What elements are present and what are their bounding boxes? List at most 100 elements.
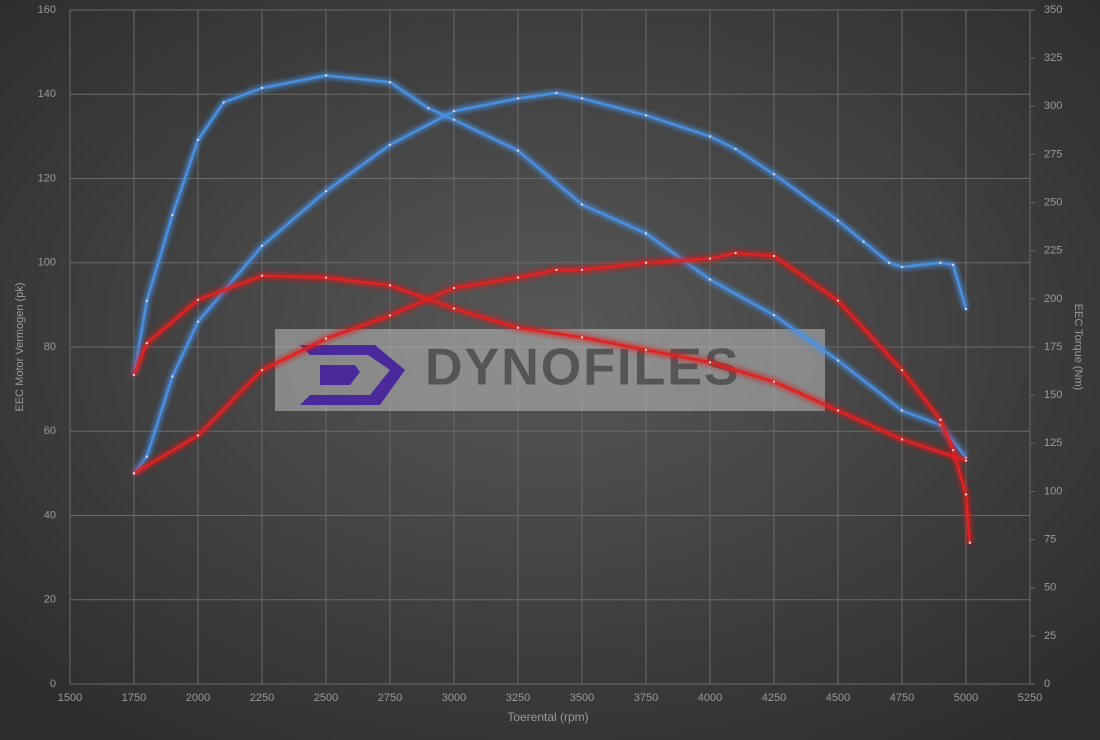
y2-tick-label: 175 (1044, 341, 1062, 353)
point-dot (324, 337, 328, 340)
point-dot (644, 114, 648, 117)
point-dot (900, 368, 904, 372)
point-dot (964, 493, 968, 496)
point-dot (260, 86, 264, 90)
x-tick-label: 4250 (762, 692, 786, 704)
point-dot (452, 118, 456, 121)
y-axis-label: EEC Motor Vermogen (pk) (14, 283, 26, 412)
y-tick-label: 160 (38, 4, 56, 16)
x-tick-label: 5000 (954, 692, 978, 704)
point-dot (836, 359, 840, 362)
point-dot (324, 189, 328, 193)
point-dot (388, 143, 392, 146)
y2-tick-label: 25 (1044, 630, 1056, 642)
y-tick-label: 0 (50, 678, 56, 690)
y-tick-label: 140 (38, 88, 56, 100)
point-dot (324, 276, 328, 279)
point-dot (555, 268, 558, 272)
point-dot (196, 298, 200, 302)
point-dot (260, 244, 264, 248)
series-line (133, 91, 968, 475)
x-axis-label: Toerental (rpm) (507, 710, 588, 724)
y2-tick-label: 325 (1044, 52, 1062, 64)
x-tick-label: 3250 (506, 692, 530, 704)
x-tick-label: 2500 (314, 692, 338, 704)
point-dot (516, 276, 520, 279)
x-tick-label: 4500 (826, 692, 850, 704)
point-dot (836, 219, 840, 222)
point-dot (772, 314, 776, 317)
y2-tick-label: 350 (1044, 4, 1062, 16)
y-tick-label: 20 (44, 594, 56, 606)
x-tick-label: 2250 (250, 692, 274, 704)
point-dot (196, 434, 200, 437)
y2-tick-label: 150 (1044, 389, 1062, 401)
point-dot (580, 336, 584, 339)
point-dot (939, 418, 942, 422)
point-dot (171, 375, 174, 378)
y2-tick-label: 100 (1044, 485, 1062, 497)
point-dot (708, 361, 712, 364)
point-dot (145, 299, 148, 302)
point-dot (900, 409, 904, 412)
x-tick-label: 2000 (186, 692, 210, 704)
point-dot (580, 203, 584, 206)
y2-tick-label: 75 (1044, 533, 1056, 545)
y2-tick-label: 125 (1044, 437, 1062, 449)
point-dot (145, 455, 148, 458)
point-dot (708, 278, 712, 281)
point-dot (452, 109, 456, 113)
point-dot (580, 268, 584, 272)
point-dot (452, 307, 456, 310)
point-dot (260, 274, 264, 277)
point-dot (836, 409, 840, 412)
x-tick-label: 4000 (698, 692, 722, 704)
y2-tick-label: 250 (1044, 196, 1062, 208)
x-tick-label: 5250 (1018, 692, 1042, 704)
point-dot (388, 81, 392, 84)
point-dot (145, 341, 148, 345)
point-dot (888, 261, 891, 264)
y2-tick-label: 0 (1044, 678, 1050, 690)
y-tick-label: 120 (38, 172, 56, 184)
y2-tick-label: 275 (1044, 148, 1062, 160)
point-dot (939, 261, 942, 264)
x-tick-label: 4750 (890, 692, 914, 704)
point-dot (171, 213, 174, 217)
point-dot (644, 261, 648, 264)
point-dot (964, 307, 968, 311)
point-dot (968, 541, 972, 545)
point-dot (388, 284, 392, 287)
point-dot (427, 107, 430, 110)
x-tick-label: 2750 (378, 692, 402, 704)
point-dot (900, 438, 904, 441)
point-dot (836, 299, 840, 302)
point-dot (222, 101, 225, 104)
point-dot (644, 348, 648, 352)
point-dot (516, 97, 520, 100)
point-dot (516, 326, 520, 329)
point-dot (964, 459, 968, 462)
x-tick-label: 3500 (570, 692, 594, 704)
point-dot (452, 286, 456, 290)
point-dot (196, 138, 200, 142)
y2-axis-label: EEC Torque (Nm) (1072, 304, 1084, 391)
y2-tick-label: 50 (1044, 582, 1056, 594)
point-dot (772, 380, 776, 383)
x-tick-label: 1750 (122, 692, 146, 704)
point-dot (772, 254, 776, 258)
point-dot (952, 449, 955, 452)
point-dot (260, 368, 264, 372)
point-dot (862, 240, 865, 243)
point-dot (516, 149, 520, 152)
point-dot (132, 472, 136, 475)
point-dot (900, 265, 904, 269)
point-dot (734, 251, 737, 255)
y-tick-label: 60 (44, 425, 56, 437)
point-dot (964, 456, 968, 459)
point-dot (555, 91, 558, 95)
y2-tick-label: 225 (1044, 245, 1062, 257)
watermark: DYNOFILES (275, 329, 825, 411)
y2-tick-label: 300 (1044, 100, 1062, 112)
